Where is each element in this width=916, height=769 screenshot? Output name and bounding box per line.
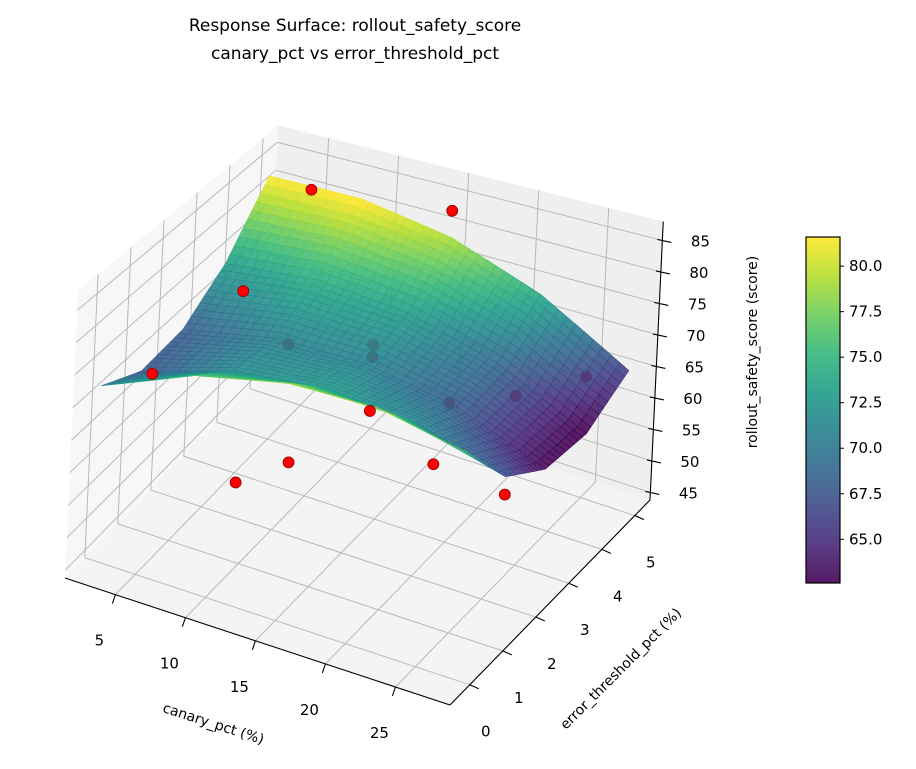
y-tick bbox=[535, 616, 546, 622]
x-tick-label: 5 bbox=[95, 632, 105, 650]
chart-title-line-2: canary_pct vs error_threshold_pct bbox=[211, 44, 499, 64]
x-axis-line bbox=[64, 577, 451, 706]
x-tick bbox=[391, 686, 396, 697]
z-tick-label: 75 bbox=[688, 295, 707, 313]
y-gridline bbox=[117, 247, 132, 524]
surface bbox=[101, 175, 630, 478]
z-tick-label: 45 bbox=[679, 484, 698, 502]
colorbar-tick-label: 67.5 bbox=[849, 485, 882, 503]
y-gridline bbox=[84, 274, 99, 558]
z-tick-label: 65 bbox=[685, 358, 704, 376]
x-tick bbox=[321, 663, 326, 674]
z-gridline bbox=[65, 365, 266, 571]
z-tick bbox=[657, 238, 672, 243]
x-gridline bbox=[185, 412, 386, 619]
z-tick bbox=[655, 270, 670, 275]
z-tick-label: 55 bbox=[682, 421, 701, 439]
x-gridline bbox=[115, 389, 316, 595]
y-tick bbox=[502, 650, 513, 656]
colorbar-tick-label: 72.5 bbox=[849, 394, 882, 412]
z-tick-label: 80 bbox=[689, 264, 708, 282]
x-gridline bbox=[325, 458, 526, 665]
z-tick bbox=[645, 490, 660, 495]
x-tick bbox=[251, 640, 256, 650]
z-gridline bbox=[277, 141, 663, 241]
z-gridline bbox=[275, 169, 661, 273]
z-gridline bbox=[77, 141, 278, 311]
y-axis-line bbox=[449, 499, 651, 706]
z-tick-label: 50 bbox=[680, 453, 699, 471]
y-tick-label: 5 bbox=[646, 554, 656, 572]
z-tick bbox=[654, 301, 669, 306]
y-tick-label: 4 bbox=[613, 587, 623, 605]
x-tick-label: 25 bbox=[370, 724, 389, 742]
y-tick-label: 0 bbox=[481, 723, 491, 741]
y-gridline bbox=[216, 421, 602, 550]
x-gridline bbox=[395, 481, 596, 688]
z-axis-label: rollout_safety_score (score) bbox=[745, 256, 761, 449]
y-axis-label: error_threshold_pct (%) bbox=[557, 605, 685, 733]
y-tick-label: 1 bbox=[514, 689, 524, 707]
y-tick-label: 2 bbox=[547, 655, 557, 673]
y-gridline bbox=[84, 557, 470, 686]
y-tick bbox=[469, 684, 480, 690]
data-point bbox=[229, 476, 242, 489]
x-tick bbox=[111, 594, 116, 604]
colorbar-tick-label: 65.0 bbox=[849, 530, 882, 548]
x-gridline bbox=[594, 207, 610, 483]
data-point bbox=[282, 456, 295, 469]
data-point bbox=[427, 458, 440, 471]
y-tick bbox=[568, 582, 579, 588]
data-point bbox=[446, 204, 459, 217]
y-tick-label: 3 bbox=[580, 621, 590, 639]
z-tick bbox=[646, 459, 661, 464]
x-gridline bbox=[255, 435, 456, 642]
colorbar-tick-label: 70.0 bbox=[849, 439, 882, 457]
data-point bbox=[498, 488, 511, 501]
z-tick-label: 60 bbox=[683, 390, 702, 408]
colorbar: 65.0 67.5 70.0 72.5 75.0 77.5 80.0 bbox=[805, 236, 882, 584]
z-gridline bbox=[75, 169, 277, 344]
data-point bbox=[305, 183, 318, 196]
colorbar-tick-label: 75.0 bbox=[849, 348, 882, 366]
z-tick-label: 85 bbox=[691, 232, 710, 250]
colorbar-gradient bbox=[805, 236, 841, 584]
surface-patch bbox=[457, 447, 471, 456]
y-gridline bbox=[117, 523, 503, 652]
y-gridline bbox=[249, 388, 635, 517]
x-tick-label: 15 bbox=[230, 678, 249, 696]
data-point bbox=[237, 285, 250, 298]
x-axis-label: canary_pct (%) bbox=[161, 700, 266, 748]
z-tick bbox=[652, 333, 667, 338]
z-gridline bbox=[74, 197, 275, 376]
colorbar-tick-label: 77.5 bbox=[849, 303, 882, 321]
z-tick-label: 70 bbox=[686, 327, 705, 345]
y-gridline bbox=[150, 489, 536, 618]
z-tick bbox=[648, 427, 663, 432]
z-tick bbox=[649, 396, 664, 401]
colorbar-tick-label: 80.0 bbox=[849, 257, 882, 275]
z-tick bbox=[651, 364, 666, 369]
data-point bbox=[146, 367, 159, 380]
z-axis-line bbox=[649, 221, 664, 501]
data-point bbox=[363, 405, 376, 417]
x-tick bbox=[181, 617, 186, 627]
y-tick bbox=[634, 515, 645, 521]
scatter-points-front bbox=[146, 183, 511, 501]
x-tick-label: 10 bbox=[160, 655, 179, 673]
y-gridline bbox=[183, 455, 569, 584]
chart-title-line-1: Response Surface: rollout_safety_score bbox=[189, 16, 521, 36]
axis-lines bbox=[64, 221, 672, 706]
y-tick bbox=[601, 548, 612, 554]
x-tick-label: 20 bbox=[300, 701, 319, 719]
